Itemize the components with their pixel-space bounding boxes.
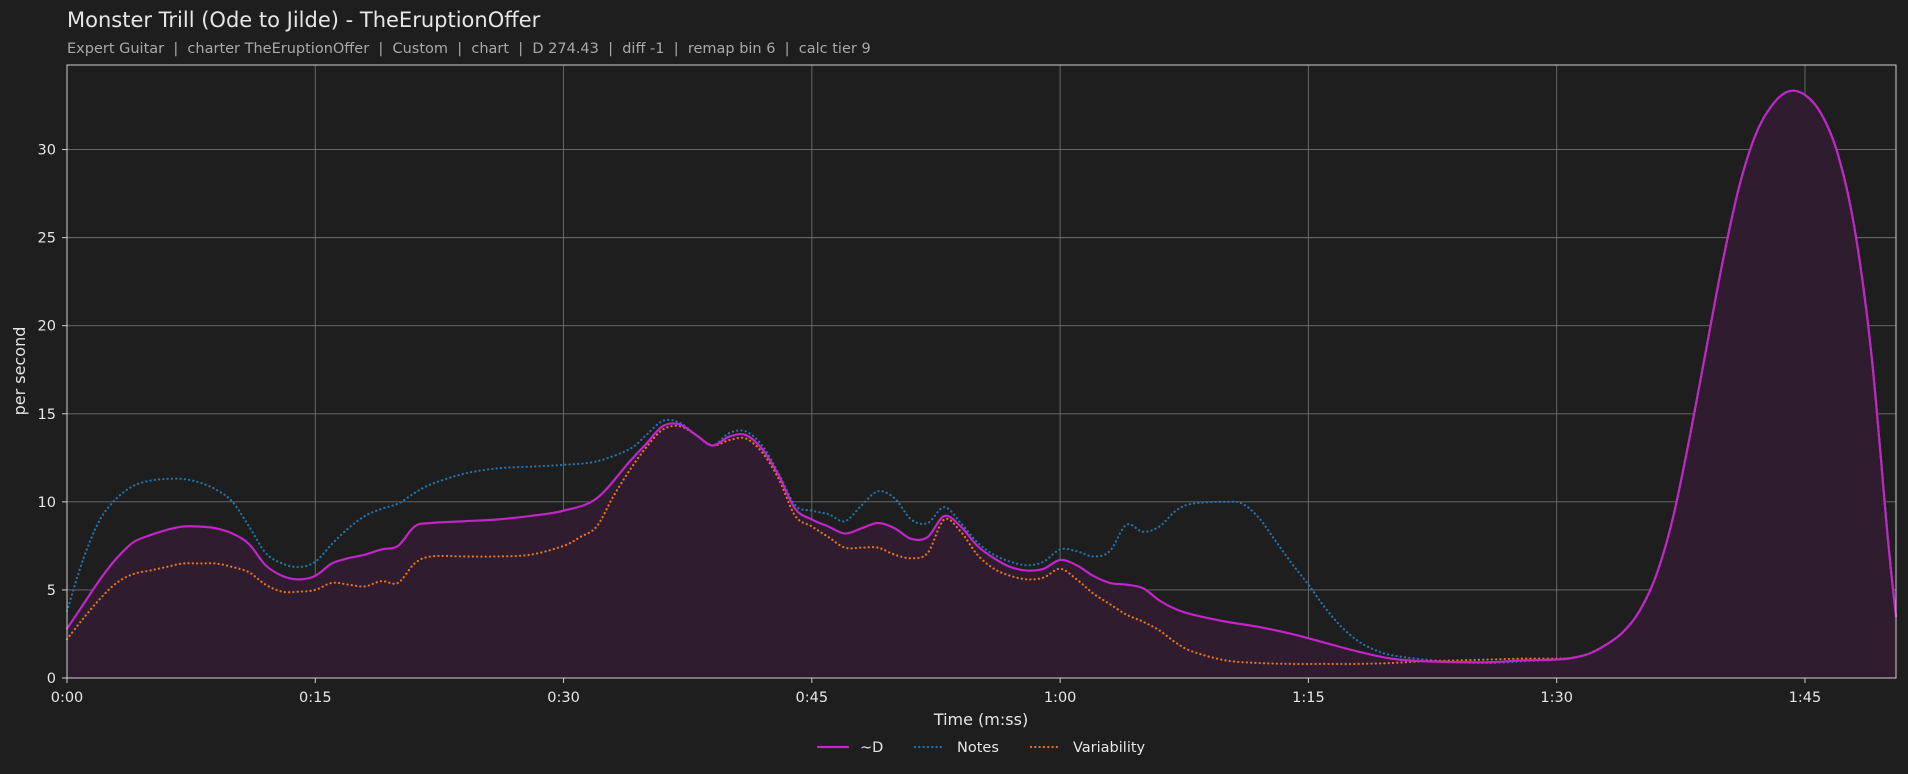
x-tick-label: 0:00 — [51, 690, 84, 706]
x-tick-label: 1:30 — [1540, 690, 1573, 706]
y-tick-label: 30 — [38, 143, 56, 159]
series-lines — [65, 89, 1898, 666]
plot-frame — [66, 64, 1897, 679]
y-axis-label: per second — [10, 327, 29, 416]
y-tick-label: 10 — [38, 495, 56, 511]
legend-label-0: ~D — [860, 740, 883, 756]
chart-subtitle: Expert Guitar | charter TheEruptionOffer… — [67, 41, 871, 57]
y-axis-ticks: 0 5 10 15 20 25 30 — [38, 143, 67, 687]
x-tick-label: 1:45 — [1789, 690, 1822, 706]
y-tick-label: 15 — [38, 407, 56, 423]
series-fill-area — [67, 90, 1896, 678]
y-tick-label: 5 — [47, 583, 56, 599]
series-line-0 — [65, 89, 1898, 664]
y-tick-label: 25 — [38, 231, 56, 247]
series-line-2 — [65, 89, 1898, 666]
x-tick-label: 1:00 — [1044, 690, 1077, 706]
chart-title: Monster Trill (Ode to Jilde) - TheErupti… — [67, 8, 541, 32]
legend-label-1: Notes — [957, 740, 999, 756]
x-tick-label: 0:15 — [299, 690, 332, 706]
legend-label-2: Variability — [1073, 740, 1146, 756]
x-tick-label: 1:15 — [1292, 690, 1325, 706]
x-axis-ticks: 0:00 0:15 0:30 0:45 1:00 1:15 1:30 1:45 — [51, 678, 1822, 706]
legend: ~D Notes Variability — [816, 740, 1146, 756]
x-tick-label: 0:30 — [547, 690, 580, 706]
x-axis-label: Time (m:ss) — [933, 710, 1028, 729]
x-tick-label: 0:45 — [796, 690, 829, 706]
y-tick-label: 0 — [47, 671, 56, 687]
series-area-0 — [67, 90, 1896, 678]
y-tick-label: 20 — [38, 319, 56, 335]
